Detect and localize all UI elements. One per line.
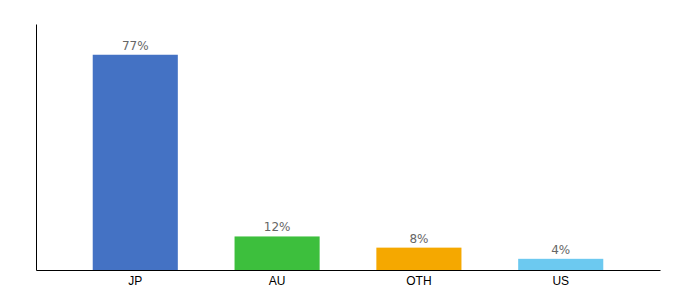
x-tick-label: AU [269,274,286,288]
data-labels: 77% 12% 8% 4% [122,39,570,257]
bar [235,236,320,270]
y-axis-line [36,25,37,271]
bar [518,259,603,270]
bars [93,55,604,270]
x-axis-line [37,270,661,271]
x-tick: AU [269,274,286,288]
data-label: 77% [122,39,149,53]
chart-container: JP AU OTH US 77% 12% 8% 4% [0,0,680,300]
x-tick: JP [128,274,142,288]
data-label: 8% [409,232,428,246]
x-tick: US [552,274,569,288]
bar [376,248,461,270]
plot-area: JP AU OTH US 77% 12% 8% 4% [37,25,661,288]
x-tick-label: OTH [406,274,431,288]
data-label: 12% [264,220,291,234]
x-tick-label: US [552,274,569,288]
bar [93,55,178,270]
x-axis: JP AU OTH US [37,271,661,288]
x-tick: OTH [406,274,431,288]
y-axis [36,25,37,271]
data-label: 4% [551,243,570,257]
chart-svg: JP AU OTH US 77% 12% 8% 4% [0,0,680,300]
x-tick-label: JP [128,274,142,288]
